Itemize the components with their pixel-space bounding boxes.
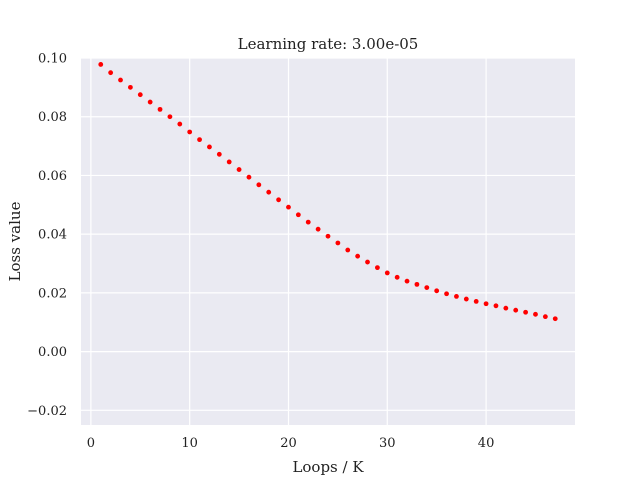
y-tick-label: 0.10 (38, 52, 67, 67)
x-tick-label: 20 (280, 436, 297, 451)
data-point (216, 151, 222, 157)
data-point (207, 144, 212, 150)
data-points (98, 62, 558, 322)
x-axis-label: Loops / K (292, 458, 364, 476)
y-axis-label: Loss value (6, 201, 24, 281)
data-point (503, 305, 509, 311)
data-point (256, 182, 262, 188)
data-point (187, 129, 193, 135)
data-point (127, 84, 133, 90)
data-point (365, 259, 370, 265)
data-point (533, 311, 538, 317)
data-point (375, 265, 380, 271)
data-point (305, 219, 311, 225)
data-point (98, 62, 104, 67)
data-point (552, 316, 558, 322)
data-point (473, 298, 479, 304)
y-tick-label: −0.02 (27, 404, 67, 419)
data-point (463, 296, 469, 302)
x-axis-ticks: 0 10 20 30 40 (87, 436, 495, 451)
data-point (276, 197, 281, 203)
data-point (493, 303, 499, 309)
data-point (325, 233, 331, 239)
data-point (335, 240, 341, 246)
data-point (246, 174, 252, 180)
y-tick-label: 0.02 (38, 286, 67, 301)
data-point (177, 121, 183, 127)
data-point (414, 281, 420, 287)
data-point (523, 309, 528, 315)
data-point (394, 274, 400, 280)
data-point (345, 247, 351, 253)
x-tick-label: 0 (87, 436, 95, 451)
data-point (226, 159, 232, 165)
data-point (137, 92, 143, 98)
data-point (147, 99, 153, 105)
data-point (157, 106, 163, 112)
plot-area (81, 58, 575, 425)
data-point (384, 270, 390, 276)
data-point (118, 77, 123, 83)
data-point (454, 294, 459, 299)
data-point (513, 307, 519, 313)
x-tick-label: 30 (379, 436, 396, 451)
data-point (355, 253, 361, 259)
y-tick-label: 0.04 (38, 228, 67, 243)
data-point (542, 314, 548, 320)
data-point (197, 137, 202, 143)
data-point (315, 226, 321, 232)
data-point (434, 288, 440, 294)
data-point (483, 301, 489, 307)
data-point (108, 70, 114, 76)
data-point (424, 285, 430, 290)
data-point (404, 278, 410, 284)
data-point (295, 212, 301, 218)
y-tick-label: 0.08 (38, 110, 67, 125)
chart-title: Learning rate: 3.00e-05 (238, 35, 419, 53)
x-tick-label: 40 (478, 436, 495, 451)
data-point (167, 114, 173, 120)
y-tick-label: 0.06 (38, 169, 67, 184)
data-point (236, 167, 242, 172)
data-point (286, 204, 291, 210)
data-point (444, 291, 449, 297)
y-axis-ticks: −0.02 0.00 0.02 0.04 0.06 0.08 0.10 (27, 52, 67, 419)
x-tick-label: 10 (181, 436, 198, 451)
data-point (266, 189, 272, 195)
y-tick-label: 0.00 (38, 345, 67, 360)
